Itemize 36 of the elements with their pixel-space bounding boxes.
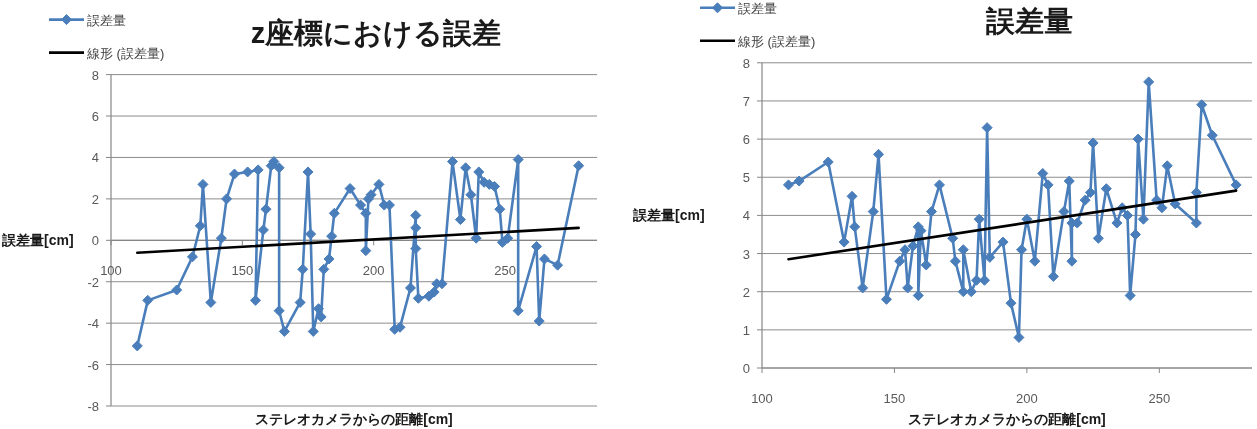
y-tick-label: -2: [87, 274, 99, 290]
y-tick-label: 6: [742, 132, 750, 148]
x-axis-title: ステレオカメラからの距離[cm]: [908, 411, 1106, 427]
y-tick-label: 7: [742, 93, 750, 109]
y-tick-label: 5: [742, 170, 750, 186]
y-tick-label: -6: [87, 357, 99, 373]
legend-label: 誤差量: [738, 0, 777, 16]
y-tick-label: 0: [91, 233, 99, 249]
chart-title: 誤差量: [984, 4, 1073, 37]
y-tick-label: 0: [742, 361, 750, 376]
x-tick-label: 200: [1016, 391, 1038, 406]
x-tick-label: 150: [231, 263, 254, 279]
y-tick-label: 4: [742, 208, 750, 224]
x-tick-label: 100: [100, 263, 122, 279]
y-tick-label: 4: [91, 150, 99, 166]
legend-label: 誤差量: [87, 12, 126, 28]
y-tick-label: 8: [742, 55, 750, 71]
y-tick-label: 8: [91, 67, 99, 83]
x-tick-label: 250: [494, 263, 516, 279]
chart-title: z座標における誤差: [250, 16, 502, 49]
x-tick-label: 100: [751, 391, 773, 406]
x-tick-label: 150: [883, 391, 906, 406]
legend-label: 線形 (誤差量): [737, 33, 816, 49]
x-tick-label: 200: [362, 263, 385, 279]
y-tick-label: 2: [91, 191, 99, 207]
y-tick-label: -8: [87, 399, 99, 414]
y-axis-title: 誤差量[cm]: [632, 207, 705, 224]
y-tick-label: 3: [742, 246, 750, 262]
x-tick-label: 250: [1148, 391, 1171, 406]
y-tick-label: 2: [742, 284, 750, 300]
y-tick-label: 1: [742, 322, 750, 338]
y-tick-label: -4: [87, 316, 99, 332]
y-tick-label: 6: [91, 109, 99, 125]
x-axis-title: ステレオカメラからの距離[cm]: [255, 411, 453, 427]
legend-label: 線形 (誤差量): [86, 45, 165, 61]
y-axis-title: 誤差量[cm]: [1, 232, 74, 249]
